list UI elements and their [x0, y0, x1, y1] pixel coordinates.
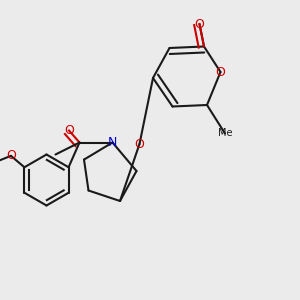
- Text: O: O: [135, 137, 144, 151]
- Text: N: N: [108, 136, 117, 149]
- Text: O: O: [216, 65, 225, 79]
- Text: Me: Me: [218, 128, 232, 139]
- Text: O: O: [195, 17, 204, 31]
- Text: O: O: [6, 149, 16, 162]
- Text: O: O: [64, 124, 74, 137]
